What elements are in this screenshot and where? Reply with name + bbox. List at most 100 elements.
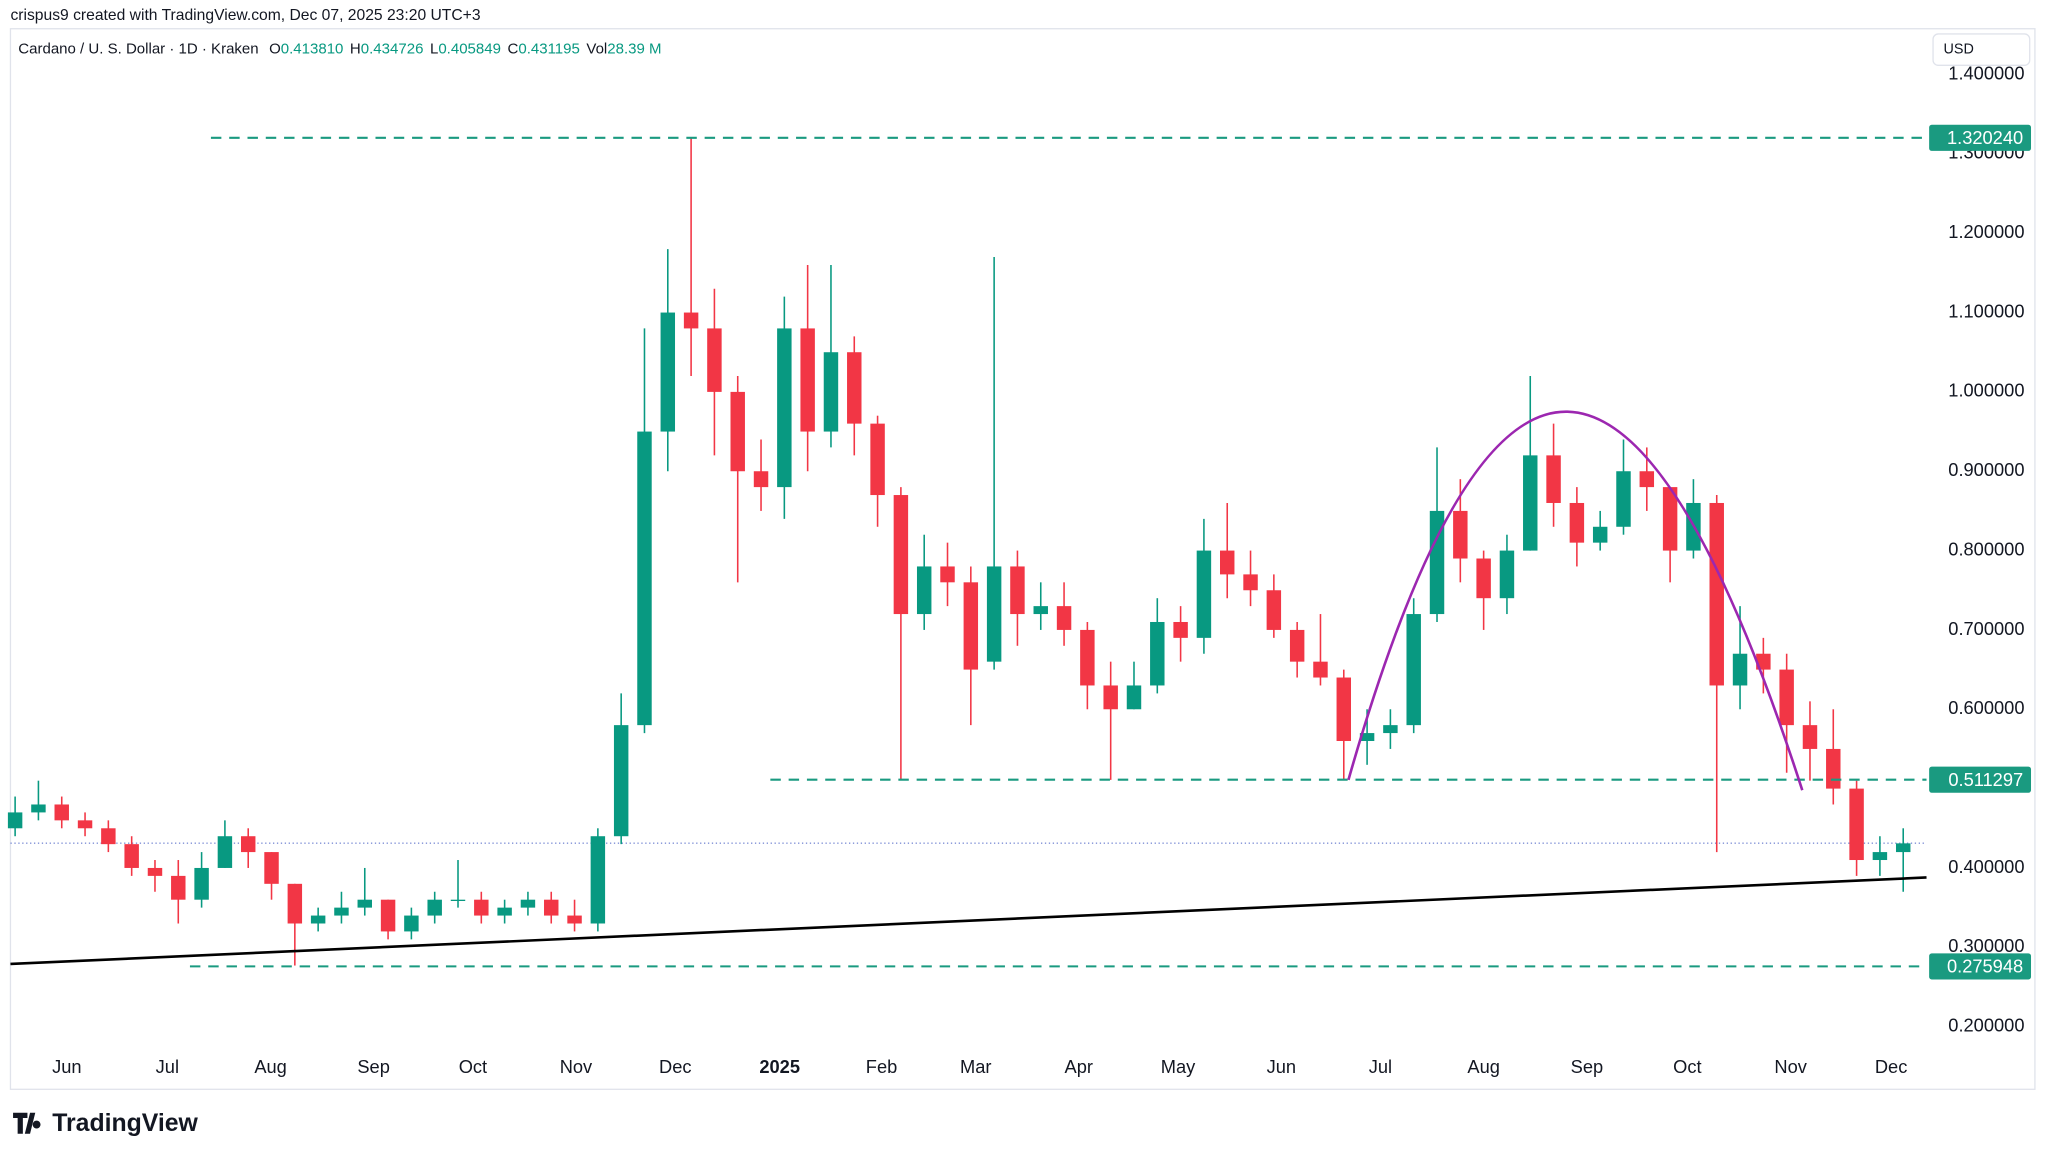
candle-body [916,566,932,615]
candle-body [380,899,396,932]
legend-key: L [430,41,438,58]
logo-mark [13,1112,41,1134]
legend-key: O [269,41,281,58]
candle-body [1056,606,1072,630]
candle-body [1196,550,1212,638]
level-label-box [1929,124,2032,151]
y-tick-label: 0.200000 [1948,1014,2024,1035]
candle-body [124,844,139,868]
y-tick-label: 0.600000 [1948,697,2024,718]
x-tick-label: Aug [1467,1056,1500,1077]
candle-body [1872,852,1888,861]
candle-body [1010,566,1025,615]
x-tick-label: Sep [1571,1056,1604,1077]
x-tick-label: Apr [1065,1056,1093,1077]
legend-value: 28.39 M [607,41,661,58]
candle-body [893,495,909,615]
legend-value: 0.434726 [361,41,424,58]
candle-body [240,836,256,853]
candle-body [1033,606,1048,615]
arc [1347,410,1804,791]
candle-body [217,836,233,868]
legend-key: Vol [586,41,607,58]
candle-body [310,915,326,924]
candle-body [683,312,699,329]
candle-body [147,867,163,876]
candle-body [404,915,419,932]
x-tick-label: Jun [1267,1056,1296,1077]
candle-body [1266,590,1282,630]
candle-body [1336,677,1352,742]
y-tick-label: 1.000000 [1948,380,2024,401]
brand: TradingView [52,1110,198,1137]
logo: TradingView [13,1110,199,1137]
candle-body [427,899,442,916]
candle-body [800,328,815,432]
currency: USD [1944,41,1974,57]
candle-body [567,915,582,924]
y-tick-label: 0.900000 [1948,459,2024,480]
candle-body [194,867,209,900]
candle-body [264,852,279,884]
level-label-box [1929,953,2032,980]
level-label: 0.511297 [1948,769,2023,790]
candle-body [1359,733,1375,742]
chart-frame [9,28,2036,1090]
candle-body [1546,455,1561,503]
candle-body [1126,685,1142,710]
x-tick-label: May [1161,1056,1196,1077]
candle-body [1895,843,1911,853]
y-tick-label: 1.200000 [1948,221,2024,242]
candle-body [707,328,722,392]
candle-body [1429,510,1445,615]
y-tick-label: 0.800000 [1948,538,2024,559]
x-tick-label: 2025 [759,1056,800,1077]
x-tick-label: Jul [1369,1056,1392,1077]
symbol-legend: Cardano / U. S. Dollar · 1D · Kraken O0.4… [18,41,661,58]
candle-body [1709,502,1724,686]
candle-body [1779,669,1794,726]
y-tick-label: 0.400000 [1948,856,2024,877]
x-tick-label: Oct [459,1056,487,1077]
candle-body [613,725,629,837]
candle-body [1150,621,1165,686]
candle-body [590,836,606,924]
candle-body [1243,574,1258,591]
x-tick-label: Dec [1875,1056,1907,1077]
x-tick-label: Aug [254,1056,287,1077]
x-tick-label: Nov [560,1056,593,1077]
level-label-box [1929,766,2032,793]
x-tick-label: Dec [659,1056,691,1077]
candle-body [986,566,1002,662]
candle-body [870,423,885,496]
candle-body [1103,685,1118,710]
candle-body [1569,502,1585,543]
candle-body [940,566,955,583]
credit: crispus9 created with TradingView.com, D… [10,7,480,24]
candle-body [1662,487,1678,551]
candle-body [7,812,23,829]
candle-body [1453,510,1468,559]
y-tick-label: 1.400000 [1948,62,2024,83]
candle-body [1592,526,1608,543]
candle-body [1080,629,1095,686]
candle-body [823,352,839,432]
candle-body [287,883,303,924]
candle-body [357,899,372,908]
candle-body [730,391,745,472]
legend-value: 0.413810 [281,41,344,58]
candle-body [1523,455,1538,551]
level-label: 0.275948 [1947,956,2023,977]
candle-body [660,312,676,432]
y-tick-label: 0.300000 [1948,935,2024,956]
candle-body [753,471,769,488]
candle-body [31,804,46,813]
candle-body [1220,550,1235,575]
candle-body [1802,725,1818,749]
candle-body [497,907,512,916]
x-tick-label: Jun [52,1056,81,1077]
symbol: Cardano / U. S. Dollar · 1D · Kraken [18,41,258,58]
x-tick-label: Oct [1673,1056,1701,1077]
